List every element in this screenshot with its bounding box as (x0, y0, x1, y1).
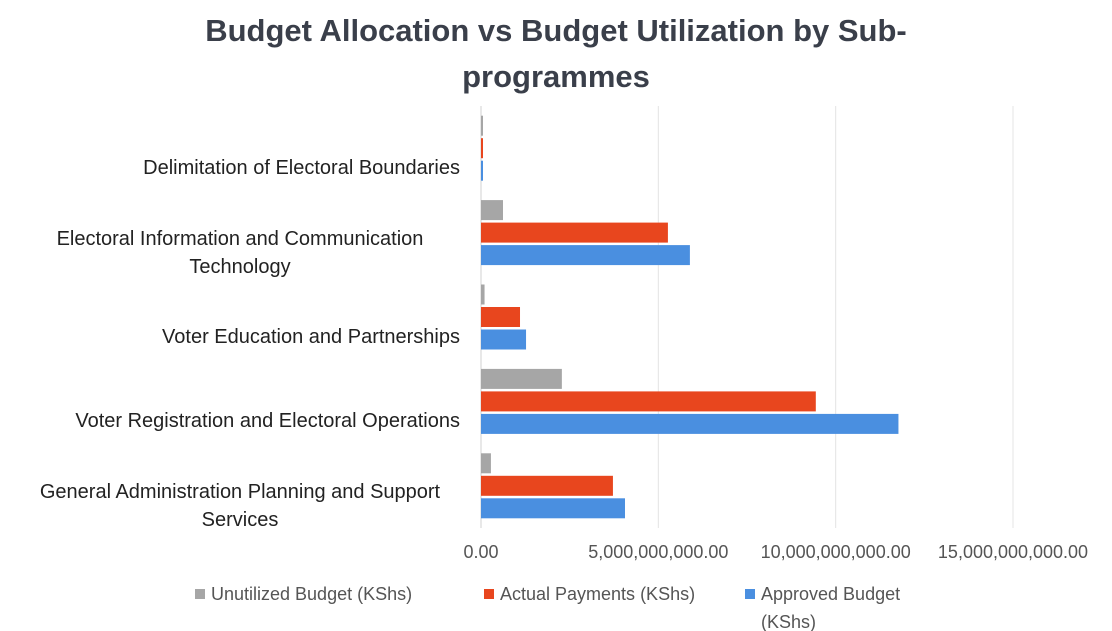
bar (481, 200, 503, 221)
bar (481, 160, 483, 181)
bar (481, 453, 491, 474)
bar (481, 245, 690, 266)
category-label: Voter Registration and Electoral Operati… (75, 410, 460, 433)
category-label: Electoral Information and Communication … (56, 227, 424, 278)
chart-title: Budget Allocation vs Budget Utilization … (205, 13, 907, 94)
bar (481, 498, 625, 519)
category-label: Delimitation of Electoral Boundaries (143, 157, 460, 180)
x-tick-label: 10,000,000,000.00 (761, 542, 911, 562)
bar (481, 368, 562, 389)
bar (481, 284, 485, 305)
category-label: Voter Education and Partnerships (162, 326, 460, 348)
legend-item: Unutilized Budget (KShs) (195, 580, 412, 608)
bar (481, 138, 483, 159)
bar (481, 115, 483, 136)
legend-item: Actual Payments (KShs) (484, 580, 695, 608)
legend-swatch (484, 589, 494, 599)
bar (481, 475, 613, 496)
legend-label: Approved Budget (KShs) (761, 584, 901, 631)
bar (481, 413, 899, 434)
legend-item: Approved Budget (KShs) (745, 580, 905, 631)
bar (481, 307, 521, 327)
legend-swatch (745, 589, 755, 599)
bar (481, 391, 816, 412)
category-label: General Administration Planning and Supp… (39, 480, 441, 531)
legend-swatch (195, 589, 205, 599)
bar (481, 329, 527, 350)
legend-label: Actual Payments (KShs) (500, 584, 696, 604)
x-tick-label: 15,000,000,000.00 (938, 542, 1088, 562)
x-tick-label: 5,000,000,000.00 (588, 542, 728, 562)
legend-label: Unutilized Budget (KShs) (211, 584, 413, 604)
bar (481, 222, 668, 243)
x-tick-label: 0.00 (463, 542, 498, 562)
